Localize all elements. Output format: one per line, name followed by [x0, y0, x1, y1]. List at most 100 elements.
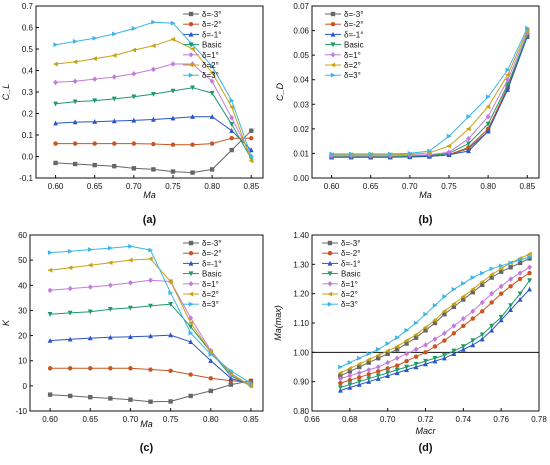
- data-point: [403, 338, 409, 344]
- data-point: [376, 356, 381, 361]
- data-point: [480, 282, 485, 288]
- data-point: [170, 36, 176, 42]
- series-7: [338, 254, 533, 370]
- series-6: [52, 36, 254, 164]
- data-point: [498, 263, 504, 269]
- data-point: [228, 370, 234, 376]
- legend-label: δ=2°: [341, 290, 358, 299]
- data-point: [53, 141, 58, 146]
- series-4: [53, 85, 254, 162]
- data-point: [498, 291, 504, 296]
- data-point: [190, 114, 195, 119]
- series-2: [53, 136, 254, 147]
- data-point: [479, 279, 485, 285]
- data-point: [67, 336, 73, 342]
- data-point: [87, 262, 93, 268]
- data-point: [375, 364, 381, 370]
- data-point: [451, 331, 457, 336]
- data-point: [432, 344, 438, 349]
- data-point: [209, 63, 215, 69]
- series-3: [53, 114, 254, 153]
- data-point: [347, 382, 353, 388]
- data-point: [413, 346, 419, 353]
- x-axis-label: Ma: [143, 190, 156, 200]
- panel-label: (b): [418, 214, 432, 226]
- data-point: [170, 88, 176, 94]
- panel-3: -10 0 10 20 30 40 50 60 0.60 0.65 0.70 0.75 0.80 0.85…: [1, 231, 264, 454]
- data-point: [466, 114, 472, 119]
- data-point: [88, 247, 93, 253]
- data-point: [167, 279, 173, 284]
- data-point: [92, 141, 97, 146]
- data-point: [479, 332, 485, 338]
- legend-marker: [188, 31, 194, 37]
- data-point: [423, 358, 428, 364]
- data-point: [111, 53, 117, 58]
- data-point: [441, 353, 447, 358]
- data-point: [508, 307, 514, 312]
- data-point: [53, 120, 58, 126]
- x-tick-label: 0.85: [519, 182, 535, 191]
- data-point: [190, 142, 195, 147]
- data-point: [168, 290, 174, 296]
- data-point: [527, 270, 532, 276]
- data-point: [108, 245, 113, 251]
- data-point: [170, 142, 176, 147]
- y-tick-label: 10: [18, 357, 27, 366]
- data-point: [357, 375, 362, 380]
- data-point: [347, 378, 353, 383]
- data-point: [188, 372, 193, 377]
- data-point: [485, 121, 491, 127]
- series-7: [47, 243, 254, 386]
- data-point: [168, 301, 174, 307]
- x-tick-label: 0.60: [42, 415, 58, 424]
- data-point: [148, 333, 153, 339]
- legend-label: δ=3°: [202, 71, 219, 80]
- data-point: [148, 247, 154, 253]
- data-point: [170, 61, 176, 67]
- legend-marker: [188, 301, 194, 307]
- data-point: [128, 397, 133, 402]
- data-point: [72, 99, 78, 105]
- plot-frame: [311, 5, 540, 179]
- data-point: [249, 128, 254, 133]
- data-point: [470, 342, 476, 348]
- data-point: [168, 399, 173, 404]
- x-tick-label: 0.78: [531, 415, 547, 424]
- data-point: [480, 270, 485, 276]
- data-point: [150, 116, 156, 122]
- data-point: [356, 361, 362, 367]
- data-point: [394, 367, 400, 373]
- data-point: [337, 370, 343, 376]
- data-point: [413, 332, 419, 338]
- series-1: [338, 256, 532, 378]
- series-4: [47, 301, 254, 389]
- data-point: [208, 352, 214, 357]
- data-point: [517, 296, 523, 302]
- data-point: [525, 25, 530, 31]
- series-2: [338, 270, 532, 386]
- x-tick-label: 0.65: [363, 182, 379, 191]
- series-line: [331, 32, 528, 157]
- series-line: [50, 303, 252, 387]
- data-point: [470, 308, 476, 315]
- series-2: [47, 366, 254, 385]
- data-point: [150, 43, 156, 49]
- data-point: [498, 317, 504, 323]
- data-point: [347, 369, 353, 374]
- data-point: [111, 118, 117, 124]
- y-tick-label: 0.80: [293, 407, 309, 416]
- data-point: [347, 373, 353, 379]
- data-point: [505, 82, 511, 88]
- y-tick-label: 1.00: [293, 348, 309, 357]
- data-point: [188, 339, 194, 345]
- data-point: [92, 76, 98, 82]
- data-point: [92, 56, 97, 62]
- data-point: [432, 317, 438, 323]
- data-point: [394, 370, 400, 376]
- y-axis-label: C_D: [275, 83, 285, 102]
- data-point: [168, 368, 173, 373]
